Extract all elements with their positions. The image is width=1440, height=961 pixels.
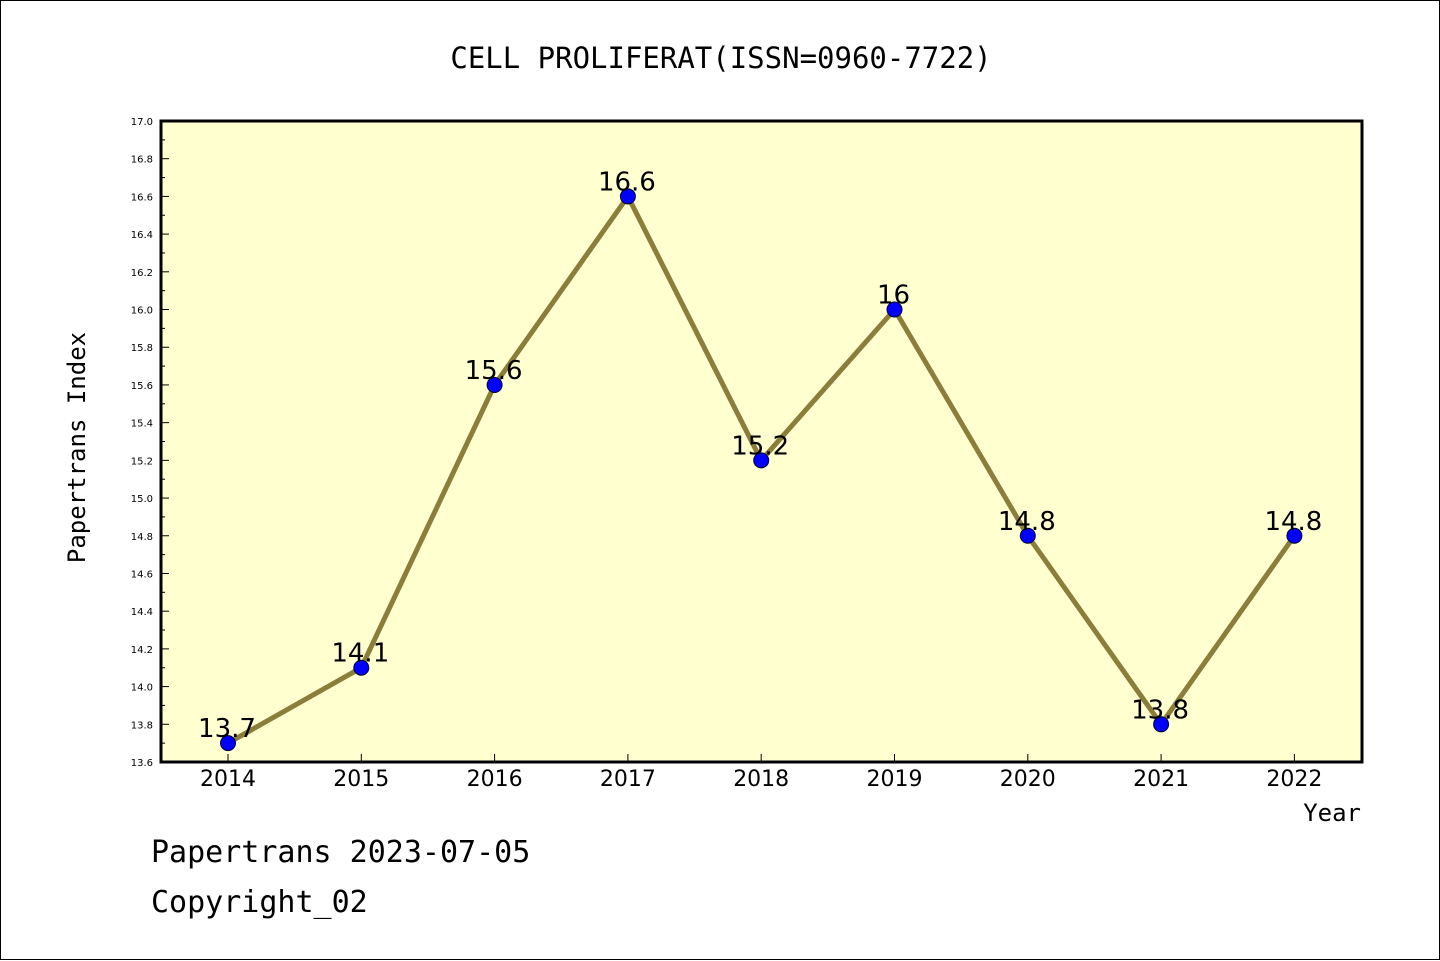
y-axis-label: Papertrans Index: [63, 332, 91, 563]
data-point: [1153, 716, 1170, 733]
y-tick-label: 15.2: [131, 456, 153, 467]
y-tick-label: 13.6: [131, 758, 153, 769]
data-label: 15.6: [465, 356, 523, 386]
data-point: [1019, 527, 1036, 544]
data-point: [753, 452, 770, 469]
y-tick-label: 16.2: [131, 268, 153, 279]
x-axis-label: Year: [1303, 799, 1361, 827]
data-label: 13.7: [198, 714, 256, 744]
footer-copyright: Copyright_02: [151, 885, 368, 920]
x-tick-label: 2018: [733, 767, 789, 792]
data-point: [353, 659, 370, 676]
data-label: 13.8: [1131, 695, 1189, 725]
data-label: 14.8: [998, 507, 1056, 537]
data-point: [1286, 527, 1303, 544]
plot-border: [159, 119, 1364, 764]
y-tick-label: 15.4: [131, 419, 153, 430]
chart-title: CELL PROLIFERAT(ISSN=0960-7722): [450, 41, 991, 75]
y-tick-label: 16.6: [131, 192, 153, 203]
data-label: 14.8: [1264, 507, 1322, 537]
data-point: [619, 188, 636, 205]
plot-area: [161, 121, 1362, 762]
data-point: [220, 735, 236, 752]
y-tick-label: 16.8: [131, 155, 153, 166]
data-label: 16.6: [598, 167, 656, 197]
y-tick-label: 14.2: [131, 645, 153, 656]
x-tick-label: 2019: [867, 767, 923, 792]
y-tick-label: 16.0: [131, 306, 153, 317]
x-tick-label: 2016: [467, 767, 523, 792]
y-tick-label: 17.0: [131, 117, 153, 128]
y-tick-label: 14.6: [131, 569, 153, 580]
y-tick-label: 16.4: [131, 230, 153, 241]
y-tick-label: 15.0: [131, 494, 153, 505]
data-point: [486, 376, 503, 393]
x-tick-label: 2017: [600, 767, 656, 792]
x-tick-label: 2022: [1266, 767, 1322, 792]
x-tick-label: 2015: [333, 767, 389, 792]
footer-date: Papertrans 2023-07-05: [151, 835, 531, 870]
y-tick-label: 14.8: [131, 532, 153, 543]
data-point: [886, 301, 903, 318]
data-label: 15.2: [731, 431, 789, 461]
y-tick-label: 13.8: [131, 720, 153, 731]
x-tick-label: 2021: [1133, 767, 1189, 792]
data-label: 16: [877, 281, 910, 311]
y-tick-label: 15.6: [131, 381, 153, 392]
x-tick-label: 2014: [200, 767, 256, 792]
x-tick-label: 2020: [1000, 767, 1056, 792]
data-label: 14.1: [331, 639, 389, 669]
y-tick-label: 15.8: [131, 343, 153, 354]
y-tick-label: 14.4: [131, 607, 153, 618]
y-tick-label: 14.0: [131, 683, 153, 694]
